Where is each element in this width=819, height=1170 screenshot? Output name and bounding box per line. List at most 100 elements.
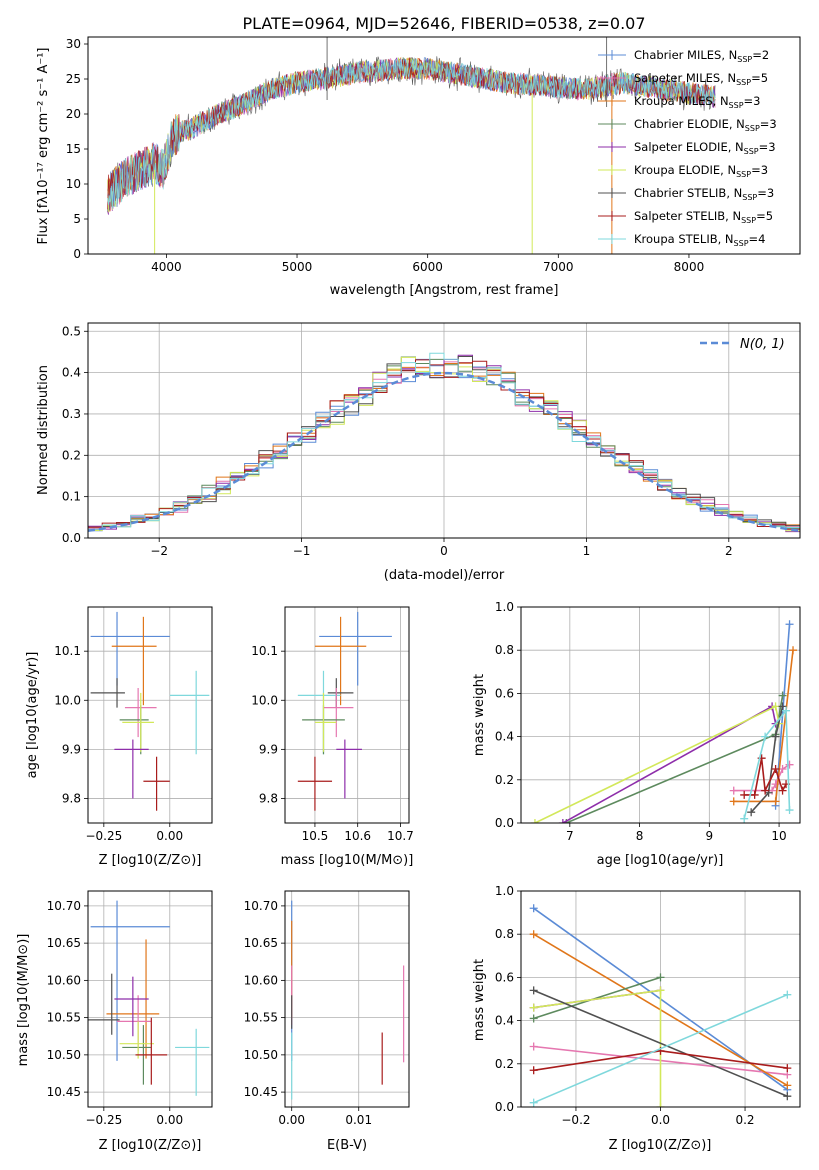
massweight-vs-z-panel: −0.2 0.0 0.2 0.0 0.2 0.4 0.6 0.8 1.0 Z [log10(Z/… [472,884,801,1153]
age-vs-mass-xlabel: mass [log10(M/M⊙)] [281,853,414,868]
x-tick-label: 10.7 [387,829,414,843]
marker-kroupa-stelib [783,990,792,999]
massweight-vs-z-ylabel: mass weight [472,959,487,1041]
age-vs-z-ylabel: age [log10(age/yr)] [25,652,40,779]
x-tick-label: 6000 [412,260,443,274]
marker-salpeter-stelib [771,765,780,773]
age-vs-z-frame [87,606,213,824]
residuals-xlabel: (data-model)/error [384,568,505,583]
marker-salpeter-stelib [778,786,787,795]
residuals-ylabel: Normed distribution [36,365,51,495]
x-tick-label: 0.0 [651,1113,670,1127]
legend-label-salpeter-elodie: Salpeter ELODIE, NSSP=3 [634,140,776,156]
spectrum-legend: Chabrier MILES, NSSP=2 Salpeter MILES, NS… [598,48,777,248]
marker-kroupa-elodie [529,1003,538,1012]
residuals-legend: N(0, 1) [700,337,785,352]
figure-title: PLATE=0964, MJD=52646, FIBERID=0538, z=0… [242,14,645,33]
marker-kroupa-miles [529,930,538,939]
age-vs-z-plot-area: −0.25 0.00 9.8 9.9 10.0 10.1 [54,607,212,843]
marker-salpeter-stelib [529,1066,538,1075]
line-kroupa-stelib [743,708,791,819]
marker-chabrier-stelib [783,1092,792,1101]
y-tick-label: 0.3 [62,407,81,421]
line-kroupa-stelib [533,993,788,1104]
x-tick-label: 4000 [151,260,182,274]
marker-chabrier-miles [529,904,538,913]
y-tick-label: 0.6 [495,686,514,700]
mass-vs-z-ylabel: mass [log10(M/M⊙)] [16,934,31,1067]
y-tick-label: 10.65 [47,936,81,950]
line-chabrier-stelib [533,989,788,1097]
marker-chabrier-stelib [529,986,538,995]
plot-marks [88,352,800,538]
x-tick-label: 8000 [674,260,705,274]
x-tick-label: 7000 [543,260,574,274]
y-tick-label: 10.0 [251,693,278,707]
mass-vs-ebv-frame [284,890,410,1108]
x-tick-label: 0.2 [735,1113,754,1127]
y-tick-label: 1.0 [495,884,514,898]
plot-marks [291,900,405,1100]
marker-salpeter-stelib [783,1064,792,1073]
y-tick-label: 0.5 [62,324,81,338]
legend-label-chabrier-stelib: Chabrier STELIB, NSSP=3 [634,186,774,202]
y-tick-label: 0.4 [495,730,514,744]
plot-marks [297,611,392,811]
x-tick-label: 10.5 [302,829,329,843]
spectrum-frame [87,36,801,255]
marker-kroupa-stelib [740,814,749,823]
y-tick-label: 0.8 [495,643,514,657]
massweight-vs-age-panel: 7 8 9 10 0.0 0.2 0.4 0.6 0.8 1.0 age [log10(age/y… [472,600,801,868]
x-tick-label: 0.00 [156,1113,183,1127]
spectrum-xlabel: wavelength [Angstrom, rest frame] [330,283,559,298]
x-tick-label: 0.00 [278,1113,305,1127]
x-tick-label: −0.25 [85,1113,122,1127]
y-tick-label: 0.4 [495,1014,514,1028]
marker-salpeter-stelib [761,786,770,795]
marker-chabrier-elodie [656,973,665,982]
plot-marks [88,900,210,1096]
y-tick-label: 0.0 [495,816,514,830]
marker-kroupa-miles [729,797,738,806]
plot-marks [530,620,798,823]
y-tick-label: 30 [66,37,81,51]
x-tick-label: 0 [440,544,448,558]
y-tick-label: 0.6 [495,970,514,984]
age-vs-z-xlabel: Z [log10(Z/Z⊙)] [99,853,202,868]
legend-label-chabrier-miles: Chabrier MILES, NSSP=2 [634,48,769,64]
y-tick-label: 0.2 [495,1057,514,1071]
marker-kroupa-miles [771,797,780,806]
plot-marks [90,611,210,811]
marker-salpeter-stelib [750,790,759,799]
residuals-plot-area: −2 −1 0 1 2 0.0 0.1 0.2 0.3 0.4 0.5 [62,323,800,558]
y-tick-label: 10.50 [47,1048,81,1062]
spectrum-panel: 4000 5000 6000 7000 8000 0 5 10 15 20 25 30 wavelen… [36,36,801,298]
mass-vs-z-plot-area: −0.25 0.00 10.45 10.50 10.55 10.60 10.65 10.70 [47,891,212,1127]
normal-curve [88,371,800,533]
marker-kroupa-elodie [530,819,539,823]
x-tick-label: 0.01 [345,1113,372,1127]
mass-vs-ebv-xlabel: E(B-V) [327,1138,367,1153]
y-tick-label: 0.2 [495,773,514,787]
marker-salpeter-elodie [558,819,567,823]
marker-chabrier-stelib [778,702,787,711]
marker-chabrier-elodie [529,1014,538,1023]
y-tick-label: 9.9 [259,742,278,756]
massweight-vs-age-ylabel: mass weight [472,674,487,756]
age-vs-mass-frame [284,606,410,824]
y-tick-label: 0.0 [495,1100,514,1114]
x-tick-label: 7 [566,829,574,843]
x-tick-label: 0.00 [156,829,183,843]
mass-vs-ebv-panel: 0.00 0.01 10.45 10.50 10.55 10.60 10.65 10.70 E… [244,890,410,1153]
legend-label-kroupa-miles: Kroupa MILES, NSSP=3 [634,94,760,110]
x-tick-label: 8 [636,829,644,843]
marker-kroupa-elodie [656,986,665,995]
marker-salpeter-miles [729,786,738,795]
x-tick-label: −1 [293,544,311,558]
marker-kroupa-elodie [771,702,780,711]
marker-kroupa-stelib [529,1098,538,1107]
massweight-vs-age-xlabel: age [log10(age/yr)] [597,853,724,868]
marker-kroupa-stelib [761,732,770,741]
age-vs-mass-plot-area: 10.5 10.6 10.7 9.8 9.9 10.0 10.1 [251,607,414,843]
massweight-vs-z-frame [520,890,801,1108]
